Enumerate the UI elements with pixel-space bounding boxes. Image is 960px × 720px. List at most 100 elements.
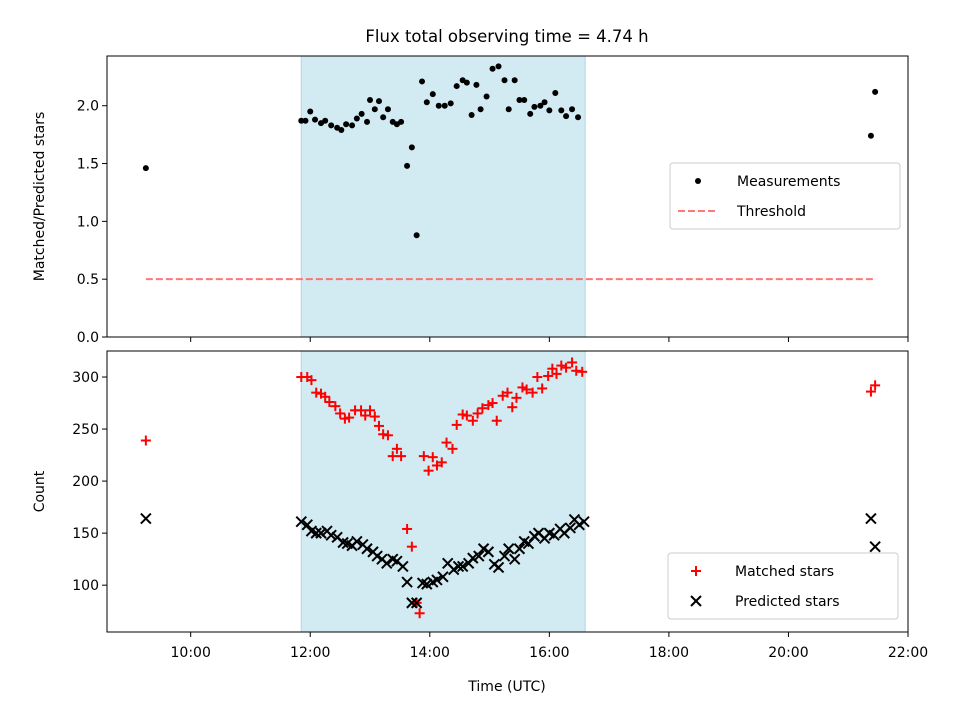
x-b xyxy=(140,512,152,525)
predicted-point xyxy=(310,527,322,539)
x-b xyxy=(437,571,449,583)
matched-point xyxy=(396,451,407,462)
legend-label: Measurements xyxy=(737,174,840,190)
x-b xyxy=(869,540,881,553)
matched-point xyxy=(436,457,447,468)
measurement-point xyxy=(419,78,426,85)
legend-label: Predicted stars xyxy=(735,594,840,610)
y-tick-label: 100 xyxy=(72,578,99,594)
matched-point xyxy=(571,365,582,376)
series-dot xyxy=(142,63,879,239)
measurement-point xyxy=(563,113,570,120)
x-tick-label: 16:00 xyxy=(529,645,569,661)
x-b xyxy=(482,546,495,558)
matched-point xyxy=(391,443,402,454)
matched-point xyxy=(306,375,317,386)
measurement-point xyxy=(349,122,356,129)
predicted-point xyxy=(869,540,881,553)
x-b xyxy=(508,553,521,565)
matched-point xyxy=(382,430,393,441)
predicted-point xyxy=(473,550,485,562)
matched-point xyxy=(335,408,346,419)
y-axis-label: Matched/Predicted stars xyxy=(32,112,48,282)
matched-point xyxy=(477,403,488,414)
x-b xyxy=(305,525,318,537)
matched-point xyxy=(532,372,543,383)
matched-point xyxy=(344,412,355,423)
measurement-point xyxy=(358,110,365,117)
matched-point xyxy=(378,429,389,440)
measurement-point xyxy=(343,121,350,128)
ratio-panel: 0.0 0.5 1.0 1.5 2.0 Matched/Predicted stars Me… xyxy=(32,55,909,346)
measurement-point xyxy=(872,88,879,95)
x-b xyxy=(295,515,307,528)
measurement-point xyxy=(423,99,430,106)
y-tick-label: 1.5 xyxy=(77,157,99,173)
measurement-point xyxy=(364,118,371,125)
measurement-point xyxy=(552,90,559,97)
measurement-point xyxy=(338,127,345,134)
x-b xyxy=(502,543,515,555)
measurement-point xyxy=(312,116,319,123)
x-b xyxy=(416,577,429,589)
matched-point xyxy=(556,360,567,371)
measurement-point xyxy=(404,162,411,169)
y-tick-label: 300 xyxy=(72,370,99,386)
matched-point xyxy=(472,408,483,419)
x-b xyxy=(371,550,383,562)
x-b xyxy=(341,537,354,550)
x-b xyxy=(477,543,490,555)
predicted-point xyxy=(301,519,313,531)
matched-point xyxy=(402,523,413,534)
matched-point xyxy=(330,401,341,412)
measurement-point xyxy=(441,102,448,109)
matched-point xyxy=(865,386,876,397)
predicted-point xyxy=(361,543,373,555)
measurement-point xyxy=(453,83,460,90)
x-b xyxy=(337,536,349,549)
matched-point xyxy=(423,465,434,476)
count-panel: 100 150 200 250 300 10:00 12:00 14:00 16:00 18:00… xyxy=(32,350,928,661)
matched-point xyxy=(311,387,322,398)
x-b xyxy=(513,543,526,555)
x-b xyxy=(397,560,409,573)
y-tick-label: 200 xyxy=(72,474,99,490)
predicted-point xyxy=(295,515,307,528)
axes-frame xyxy=(106,55,909,338)
measurement-point xyxy=(473,81,480,88)
measurement-point xyxy=(371,106,378,113)
chart-title: Flux total observing time = 4.74 h xyxy=(365,27,648,46)
measurement-point xyxy=(398,118,405,125)
matched-point xyxy=(451,419,462,430)
predicted-point xyxy=(456,560,469,573)
y-tick-label: 150 xyxy=(72,526,99,542)
measurement-point xyxy=(468,111,475,118)
matched-point xyxy=(406,541,417,552)
y-tick-label: 2.0 xyxy=(77,99,99,115)
y-tick-label: 0.0 xyxy=(77,330,99,346)
x-b xyxy=(498,550,511,562)
measurement-point xyxy=(558,107,565,114)
measurement-point xyxy=(307,108,314,115)
measurement-point xyxy=(531,103,538,110)
predicted-point xyxy=(397,560,409,573)
measurement-point xyxy=(569,106,576,113)
predicted-point xyxy=(502,543,515,555)
legend: Measurements Threshold xyxy=(669,162,901,230)
axes-frame xyxy=(106,350,909,633)
matched-point xyxy=(461,410,472,421)
measurement-point xyxy=(483,93,490,100)
legend-box xyxy=(669,162,901,230)
predicted-point xyxy=(140,512,152,525)
x-b xyxy=(543,527,556,539)
matched-point xyxy=(521,384,532,395)
measurement-point xyxy=(463,79,470,86)
series-x xyxy=(140,512,881,609)
matched-point xyxy=(365,405,376,416)
matched-point xyxy=(414,608,425,619)
x-b xyxy=(431,574,443,586)
predicted-point xyxy=(564,522,576,534)
x-tick-label: 14:00 xyxy=(410,645,450,661)
y-axis-label: Count xyxy=(32,470,48,512)
